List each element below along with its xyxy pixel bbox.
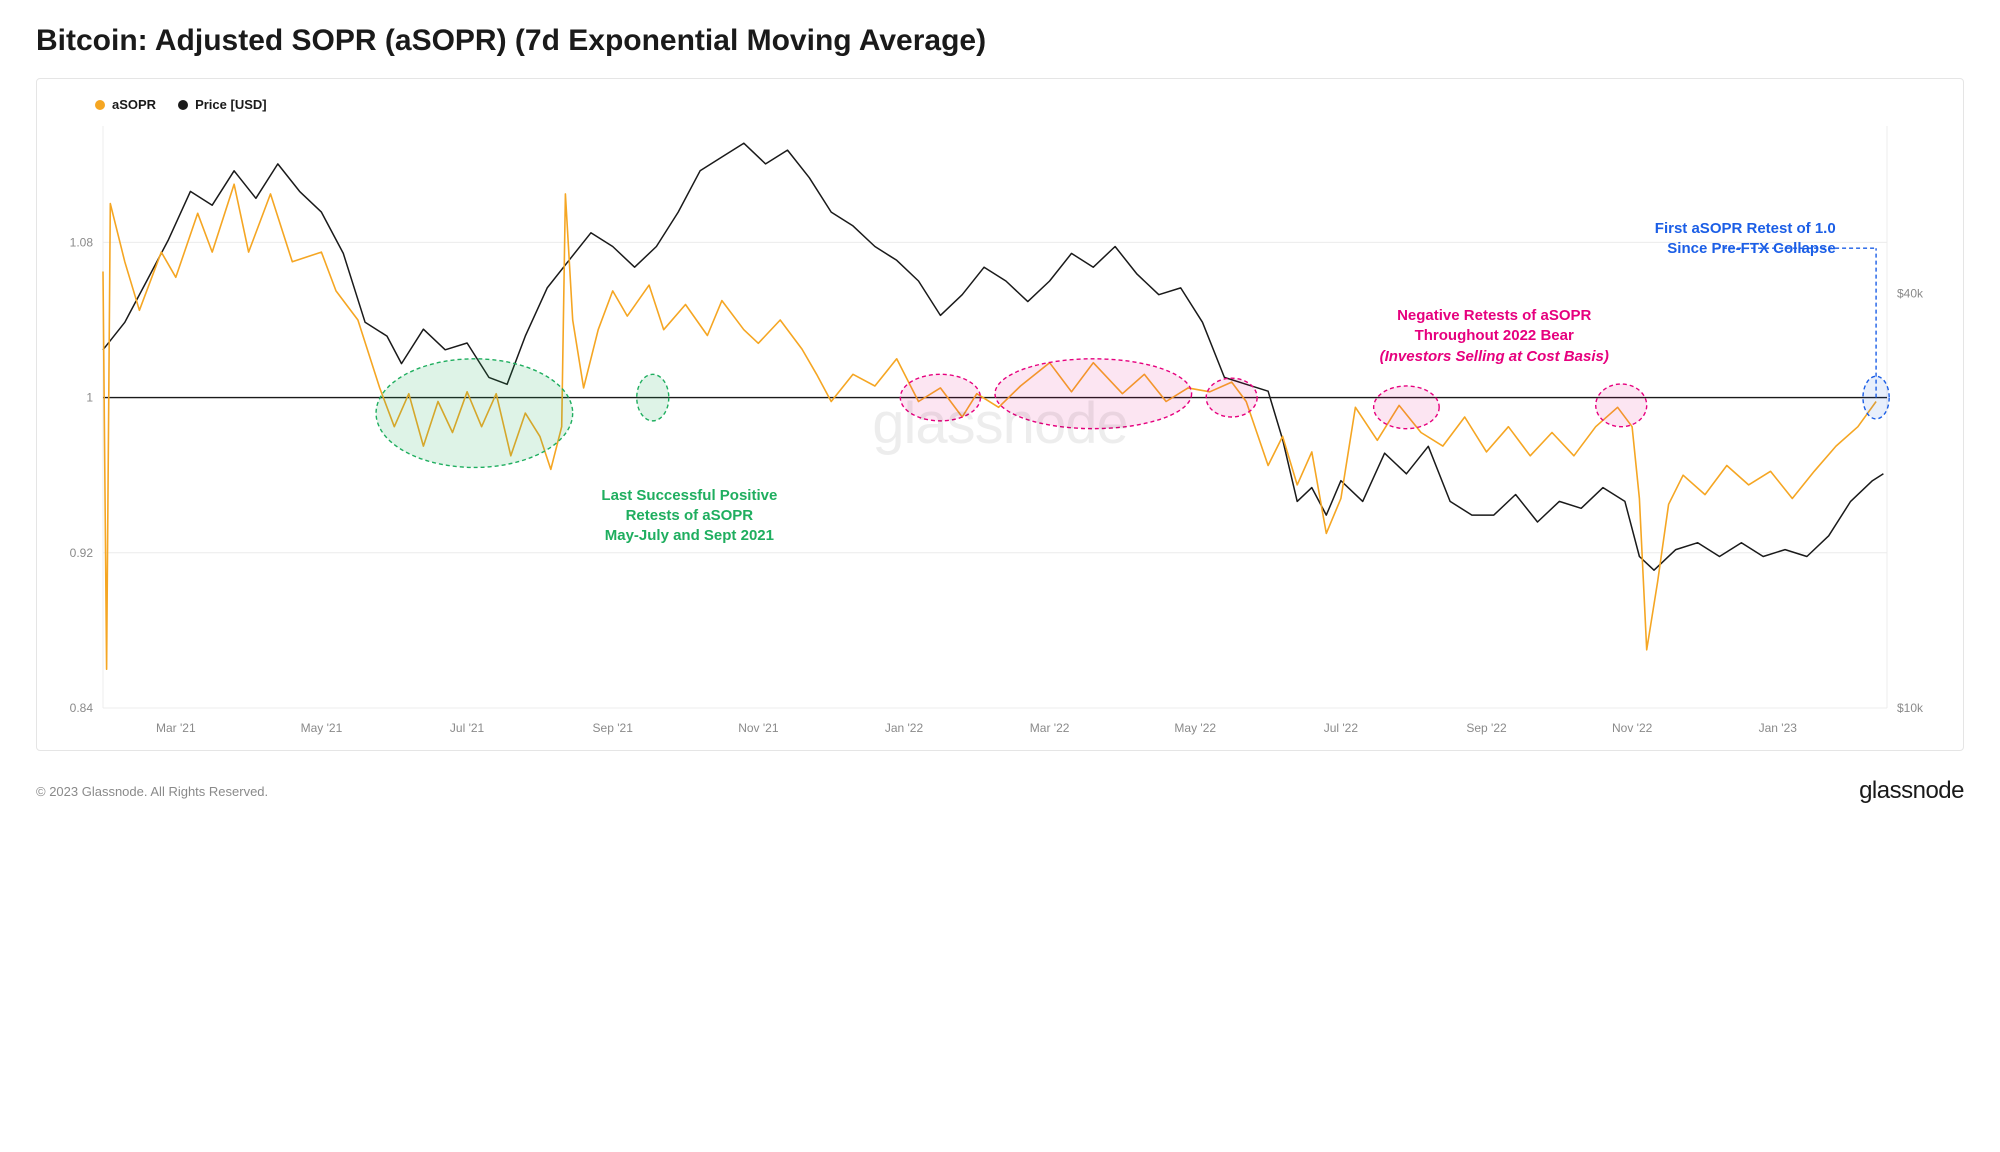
brand-logo: glassnode [1859,777,1964,805]
chart-title: Bitcoin: Adjusted SOPR (aSOPR) (7d Expon… [36,24,1964,58]
legend-label-asopr: aSOPR [112,97,156,112]
svg-text:1.08: 1.08 [70,235,94,249]
legend-item-price: Price [USD] [178,97,267,112]
legend: aSOPR Price [USD] [95,97,1949,112]
svg-text:Sep '22: Sep '22 [1466,721,1507,735]
svg-text:Sep '21: Sep '21 [593,721,634,735]
svg-text:$10k: $10k [1897,701,1924,715]
svg-text:Mar '22: Mar '22 [1030,721,1070,735]
svg-text:Nov '22: Nov '22 [1612,721,1653,735]
svg-text:0.84: 0.84 [70,701,94,715]
legend-swatch-price [178,100,188,110]
svg-text:Jul '21: Jul '21 [450,721,485,735]
legend-swatch-asopr [95,100,105,110]
chart-plot: 0.84 0.92 1 1.08 $10k $40k Mar '21 May '21 Jul '… [51,120,1949,740]
svg-text:Nov '21: Nov '21 [738,721,779,735]
svg-text:0.92: 0.92 [70,546,94,560]
svg-text:May '22: May '22 [1174,721,1216,735]
svg-text:Jul '22: Jul '22 [1324,721,1359,735]
legend-label-price: Price [USD] [195,97,267,112]
svg-text:$40k: $40k [1897,286,1924,300]
svg-text:1: 1 [86,391,93,405]
svg-text:Jan '22: Jan '22 [885,721,924,735]
svg-text:Jan '23: Jan '23 [1759,721,1798,735]
svg-text:Mar '21: Mar '21 [156,721,196,735]
chart-container: aSOPR Price [USD] 0.84 0.92 1 1.08 $10k $40k M… [36,78,1964,751]
svg-text:May '21: May '21 [301,721,343,735]
legend-item-asopr: aSOPR [95,97,156,112]
footer: © 2023 Glassnode. All Rights Reserved. g… [36,777,1964,805]
copyright: © 2023 Glassnode. All Rights Reserved. [36,784,268,799]
